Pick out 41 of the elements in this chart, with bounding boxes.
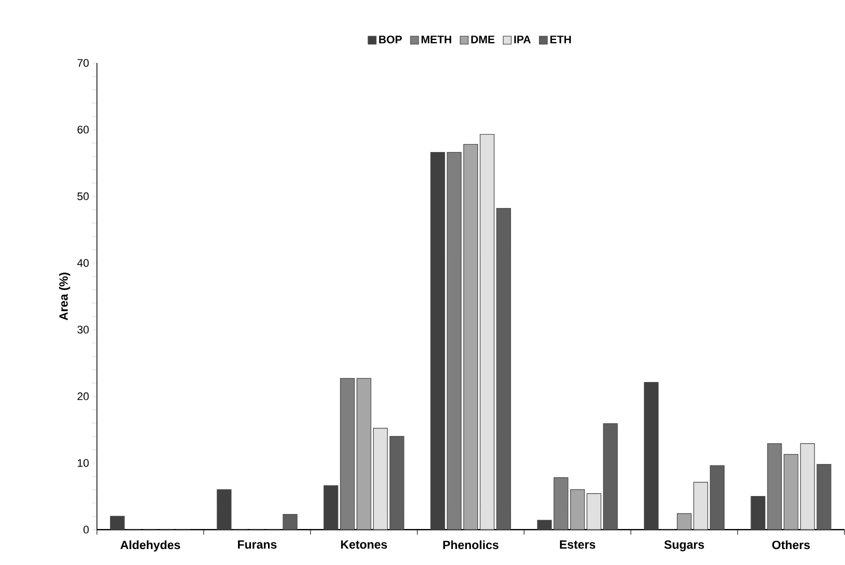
x-tick-label: Esters: [560, 540, 596, 549]
bar: [463, 144, 478, 530]
bar: [603, 423, 618, 530]
y-tick-label: 60: [78, 126, 89, 134]
bar: [784, 454, 798, 530]
x-tick-label: Aldehydes: [120, 540, 180, 552]
y-tick-label: 50: [77, 192, 89, 200]
bar: [570, 489, 585, 530]
x-tick-label: Sugars: [664, 540, 704, 552]
bar: [554, 477, 568, 530]
bar: [282, 514, 298, 530]
legend-label: DME: [471, 36, 494, 44]
y-tick-label: 40: [77, 259, 89, 268]
x-tick-label: Ketones: [341, 540, 387, 549]
y-axis-title: Area (%): [59, 272, 70, 320]
x-tick-label: Others: [772, 540, 810, 550]
legend-label: IPA: [514, 36, 531, 44]
x-tick-label: Phenolics: [443, 540, 498, 550]
legend-label: BOP: [379, 36, 402, 44]
bar: [496, 208, 511, 530]
bar: [340, 378, 355, 530]
bar: [710, 465, 725, 530]
bar: [800, 443, 815, 530]
bar: [676, 513, 692, 530]
bar: [767, 443, 782, 530]
bar: [356, 378, 372, 530]
y-tick-label: 10: [78, 459, 89, 468]
bar: [480, 134, 495, 530]
y-tick-label: 30: [77, 326, 89, 334]
bar: [816, 464, 832, 530]
bar: [586, 493, 602, 530]
legend-label: ETH: [550, 36, 571, 44]
y-tick-label: 70: [78, 59, 89, 68]
bar: [390, 436, 404, 530]
bar: [693, 482, 708, 530]
y-tick-label: 0: [84, 526, 89, 534]
legend-label: METH: [422, 36, 452, 44]
y-tick-label: 20: [78, 392, 89, 400]
bar: [446, 152, 462, 530]
bar: [373, 428, 388, 530]
x-tick-label: Furans: [238, 540, 277, 549]
